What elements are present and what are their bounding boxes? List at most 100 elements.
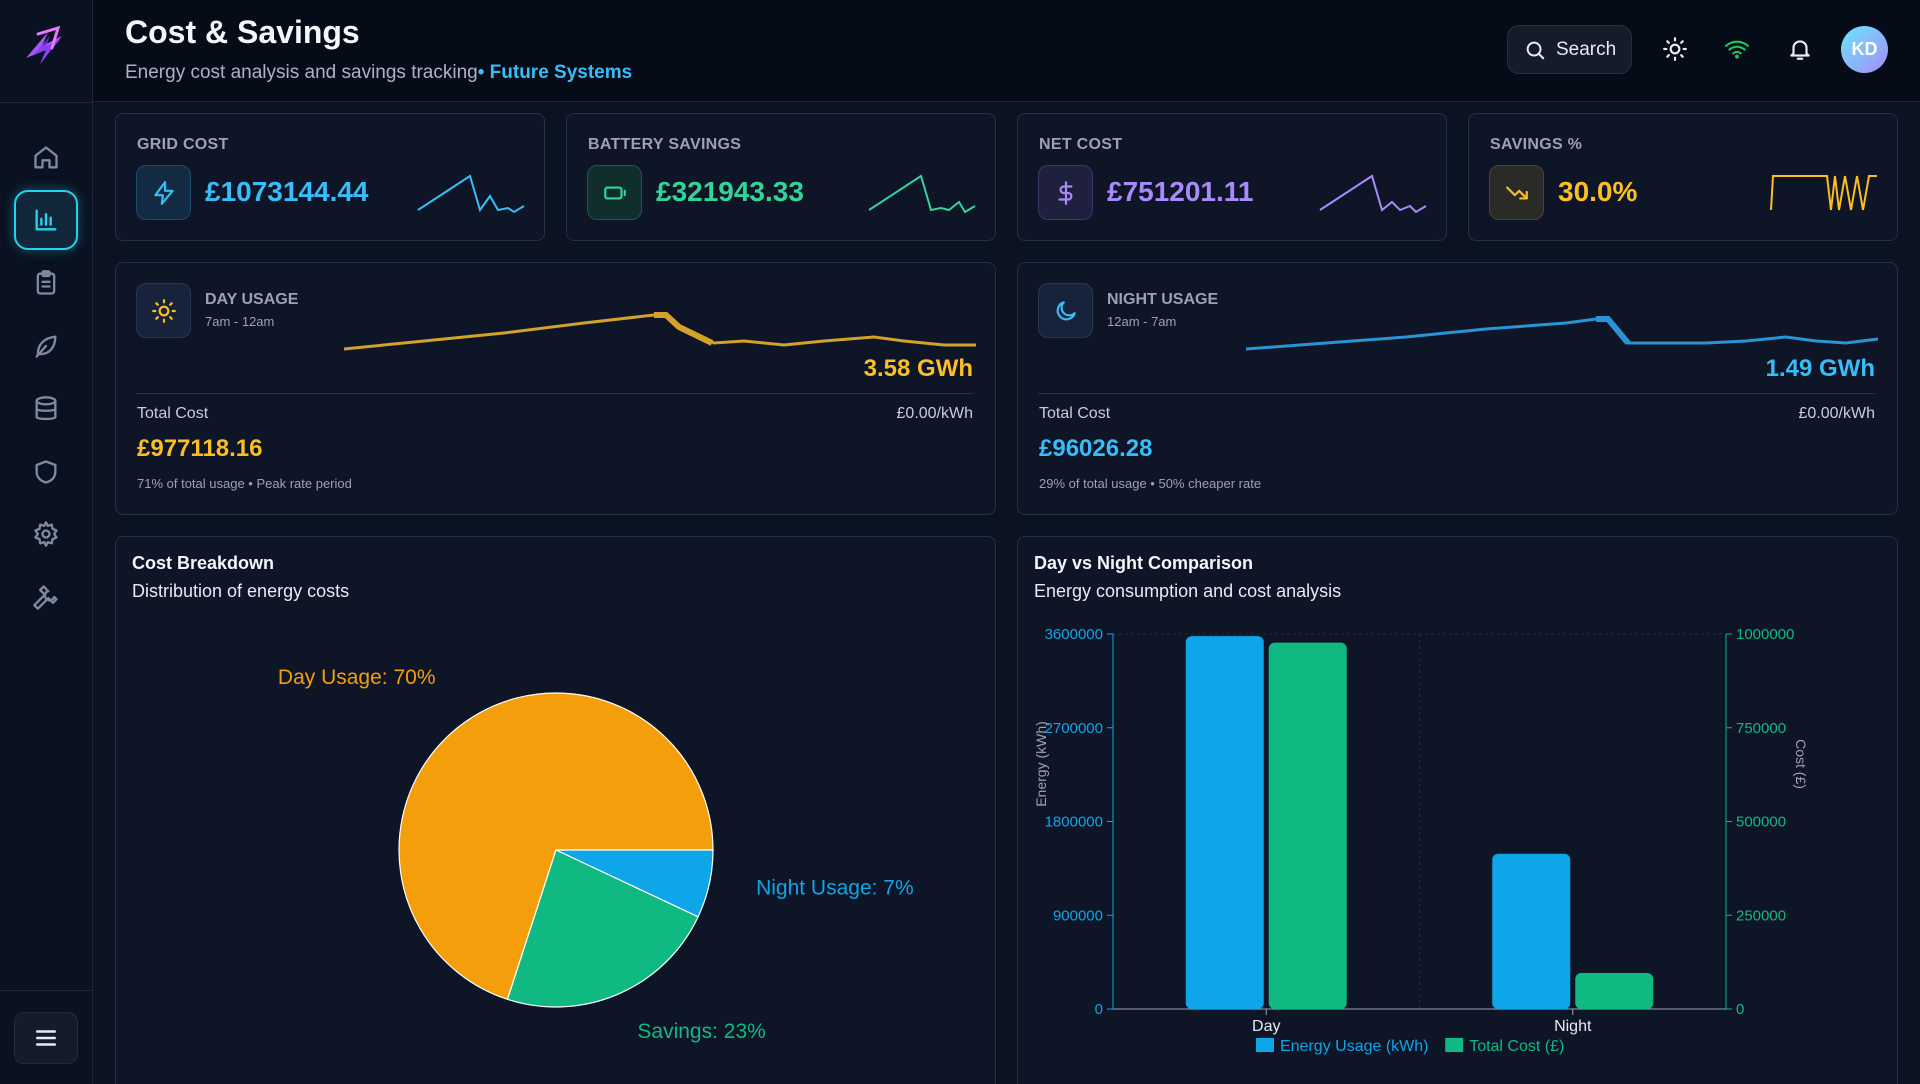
search-button[interactable]: Search — [1507, 25, 1632, 74]
search-label: Search — [1556, 38, 1617, 60]
stat-label: NET COST — [1039, 136, 1123, 153]
sidebar-bottom-divider — [0, 990, 93, 991]
sidebar-item-security[interactable] — [14, 442, 78, 502]
pie-slice — [398, 692, 714, 1001]
menu-toggle-button[interactable] — [14, 1012, 78, 1064]
sidebar-item-reports[interactable] — [14, 253, 78, 313]
usage-hours: 12am - 7am — [1107, 314, 1177, 329]
app-logo[interactable] — [18, 18, 74, 74]
legend-label: Total Cost (£) — [1469, 1038, 1564, 1055]
sidebar-item-settings[interactable] — [14, 504, 78, 564]
panel-subtitle: Distribution of energy costs — [132, 581, 350, 601]
system-name-link[interactable]: • Future Systems — [477, 62, 633, 83]
rate-value: £0.00/kWh — [896, 405, 973, 422]
y2-tick-label: 250000 — [1736, 907, 1786, 924]
stat-value: £1073144.44 — [205, 176, 369, 207]
stat-value: £321943.33 — [656, 176, 804, 207]
usage-title: NIGHT USAGE — [1107, 291, 1219, 308]
sparkline — [1319, 174, 1427, 214]
panel-title: Day vs Night Comparison — [1034, 553, 1254, 573]
theme-toggle-button[interactable] — [1658, 32, 1692, 66]
stat-label: BATTERY SAVINGS — [588, 136, 742, 153]
stat-icon-box — [136, 165, 191, 220]
total-cost-label: Total Cost — [137, 405, 209, 422]
y-tick-label: 0 — [1095, 1001, 1103, 1018]
pie-label: Savings: 23% — [637, 1020, 765, 1043]
page-title: Cost & Savings — [125, 14, 360, 50]
night-usage-card: NIGHT USAGE 12am - 7am 1.49 GWh Total Co… — [1017, 262, 1898, 515]
y-tick-label: 2700000 — [1045, 720, 1103, 737]
sidebar-item-tools[interactable] — [14, 567, 78, 627]
stat-card-savings-percent: SAVINGS % 30.0% — [1468, 113, 1898, 241]
sidebar-divider — [0, 102, 93, 103]
sidebar-item-analytics[interactable] — [14, 190, 78, 250]
energy-bar — [1185, 636, 1264, 1009]
connection-status-button[interactable] — [1720, 32, 1754, 66]
stat-card-battery-savings: BATTERY SAVINGS £321943.33 — [566, 113, 996, 241]
notifications-button[interactable] — [1783, 32, 1817, 66]
clipboard-icon — [36, 270, 56, 295]
stat-value: £751201.11 — [1107, 176, 1254, 207]
usage-note: 71% of total usage • Peak rate period — [137, 476, 352, 491]
usage-icon-box — [1038, 283, 1093, 338]
y2-tick-label: 500000 — [1736, 814, 1786, 831]
divider — [1038, 393, 1875, 394]
gear-icon — [34, 521, 58, 547]
sparkline — [868, 174, 976, 214]
usage-hours: 7am - 12am — [205, 314, 275, 329]
hamburger-icon — [36, 1030, 56, 1046]
stat-icon-box — [1038, 165, 1093, 220]
shield-icon — [35, 460, 57, 484]
database-icon — [35, 396, 57, 421]
x-tick-label: Day — [1252, 1018, 1280, 1035]
legend-swatch — [1445, 1038, 1464, 1052]
sidebar-item-home[interactable] — [14, 128, 78, 188]
search-icon — [1526, 41, 1545, 59]
energy-bar — [1492, 853, 1571, 1009]
panel-subtitle: Energy consumption and cost analysis — [1034, 581, 1342, 601]
y-tick-label: 1800000 — [1045, 814, 1103, 831]
sidebar — [0, 0, 93, 1084]
sparkline — [417, 174, 525, 214]
y2-axis-title: Cost (£) — [1793, 739, 1809, 789]
stat-icon-box — [1489, 165, 1544, 220]
sun-icon — [151, 298, 176, 323]
y-tick-label: 900000 — [1053, 907, 1103, 924]
stat-card-grid-cost: GRID COST £1073144.44 — [115, 113, 545, 241]
pie-slice — [506, 849, 699, 1008]
y2-tick-label: 750000 — [1736, 720, 1786, 737]
stat-value: 30.0% — [1558, 176, 1638, 207]
cost-bar — [1575, 972, 1654, 1009]
cost-breakdown-pie-chart: Day Usage: 70% Night Usage: 7% Savings: 23… — [278, 666, 914, 1043]
sidebar-item-sustainability[interactable] — [14, 316, 78, 376]
legend-label: Energy Usage (kWh) — [1280, 1038, 1429, 1055]
night-usage-trend-line — [1246, 316, 1878, 351]
cost-bar — [1268, 642, 1347, 1009]
cost-breakdown-panel: Cost Breakdown Distribution of energy co… — [115, 536, 996, 1084]
y2-tick-label: 1000000 — [1736, 626, 1794, 643]
x-tick-label: Night — [1554, 1018, 1592, 1035]
day-usage-card: DAY USAGE 7am - 12am 3.58 GWh Total Cost… — [115, 262, 996, 515]
divider — [136, 393, 973, 394]
user-avatar[interactable]: KD — [1841, 26, 1888, 73]
usage-icon-box — [136, 283, 191, 338]
sidebar-item-database[interactable] — [14, 379, 78, 439]
sparkline — [1770, 175, 1877, 211]
y2-tick-label: 0 — [1736, 1001, 1744, 1018]
wrench-icon — [33, 585, 58, 610]
bell-icon — [1790, 40, 1810, 60]
usage-amount: 3.58 GWh — [863, 355, 973, 382]
rate-value: £0.00/kWh — [1798, 405, 1875, 422]
bar-chart-icon — [35, 209, 57, 231]
sun-icon — [1663, 37, 1687, 61]
top-header: Cost & Savings Energy cost analysis and … — [93, 0, 1920, 102]
home-icon — [34, 146, 58, 169]
stat-card-net-cost: NET COST £751201.11 — [1017, 113, 1447, 241]
battery-icon — [603, 186, 626, 199]
usage-amount: 1.49 GWh — [1765, 355, 1875, 382]
panel-title: Cost Breakdown — [132, 553, 275, 573]
day-night-comparison-panel: Day vs Night Comparison Energy consumpti… — [1017, 536, 1898, 1084]
legend-swatch — [1256, 1038, 1274, 1052]
leaf-icon — [35, 335, 57, 358]
usage-title: DAY USAGE — [205, 291, 299, 308]
